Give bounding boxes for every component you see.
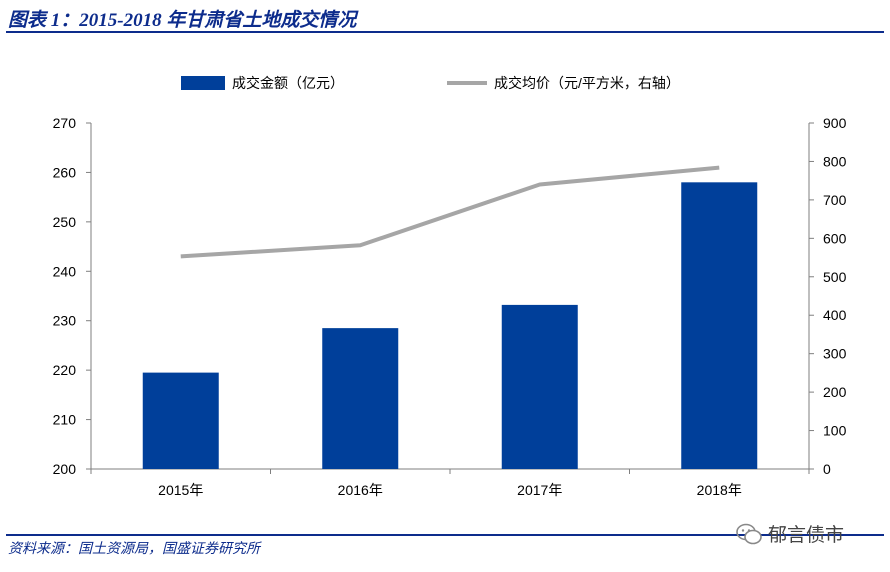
bar <box>142 372 219 469</box>
line-series-path <box>180 165 720 259</box>
y-right-tick-label: 800 <box>823 153 847 169</box>
source-note: 资料来源：国土资源局，国盛证券研究所 <box>8 542 260 557</box>
header-divider <box>6 31 884 33</box>
legend-bar-swatch <box>181 76 225 90</box>
bar <box>501 304 578 469</box>
bar <box>322 328 399 469</box>
bars <box>142 182 758 470</box>
footer-divider <box>6 534 884 536</box>
x-tick-label: 2016年 <box>338 482 383 498</box>
y-right-tick-label: 600 <box>823 230 847 246</box>
y-left-tick-label: 240 <box>53 263 77 279</box>
y-left-tick-labels: 200 210 220 230 240 250 260 270 <box>53 115 77 477</box>
y-right-tick-label: 700 <box>823 192 847 208</box>
wechat-icon <box>736 523 762 545</box>
y-right-tick-label: 500 <box>823 269 847 285</box>
watermark: 郁言债市 <box>736 520 844 547</box>
legend-bar-label: 成交金额（亿元） <box>232 75 344 91</box>
x-axis-labels: 2015年 2016年 2017年 2018年 <box>158 482 742 498</box>
y-left-tick-label: 210 <box>53 412 77 428</box>
bar <box>681 182 758 470</box>
page-title: 图表 1：2015-2018 年甘肃省土地成交情况 <box>8 10 357 31</box>
x-tick-label: 2018年 <box>697 482 742 498</box>
chart: 成交金额（亿元） 成交均价（元/平方米，右轴） 2015年 2016年 2017年 2… <box>53 75 847 498</box>
legend-line-label: 成交均价（元/平方米，右轴） <box>494 75 680 91</box>
legend: 成交金额（亿元） 成交均价（元/平方米，右轴） <box>181 75 680 91</box>
y-right-tick-label: 200 <box>823 384 847 400</box>
line-series <box>180 165 720 259</box>
y-right-tick-label: 400 <box>823 307 847 323</box>
y-right-tick-label: 300 <box>823 346 847 362</box>
x-tick-label: 2017年 <box>517 482 562 498</box>
y-left-tick-label: 220 <box>53 362 77 378</box>
y-left-tick-label: 260 <box>53 164 77 180</box>
y-left-tick-label: 230 <box>53 313 77 329</box>
y-left-tick-label: 250 <box>53 214 77 230</box>
y-left-tick-label: 200 <box>53 461 77 477</box>
y-right-tick-labels: 0 100 200 300 400 500 600 700 800 900 <box>823 115 847 477</box>
watermark-text: 郁言债市 <box>768 525 845 546</box>
x-tick-label: 2015年 <box>158 482 203 498</box>
y-right-tick-label: 100 <box>823 423 847 439</box>
y-right-tick-label: 0 <box>823 461 831 477</box>
y-left-tick-label: 270 <box>53 115 77 131</box>
y-right-tick-label: 900 <box>823 115 847 131</box>
